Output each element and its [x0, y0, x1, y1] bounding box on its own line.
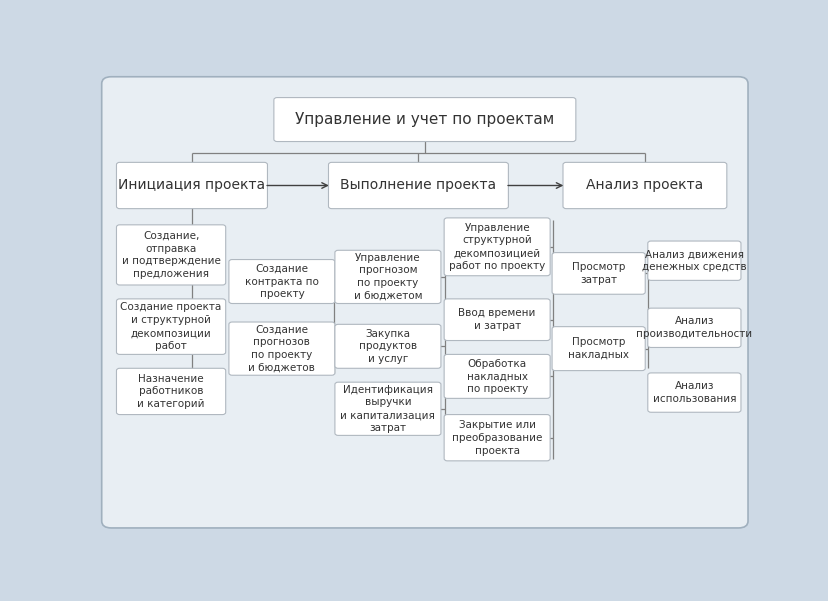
- FancyBboxPatch shape: [116, 225, 225, 285]
- Text: Создание
прогнозов
по проекту
и бюджетов: Создание прогнозов по проекту и бюджетов: [248, 325, 315, 373]
- Text: Управление
прогнозом
по проекту
и бюджетом: Управление прогнозом по проекту и бюджет…: [354, 252, 421, 301]
- Text: Инициация проекта: Инициация проекта: [118, 178, 265, 192]
- FancyBboxPatch shape: [335, 250, 440, 304]
- Text: Управление и учет по проектам: Управление и учет по проектам: [295, 112, 554, 127]
- Text: Назначение
работников
и категорий: Назначение работников и категорий: [137, 374, 205, 409]
- Text: Создание проекта
и структурной
декомпозиции
работ: Создание проекта и структурной декомпози…: [120, 302, 221, 351]
- Text: Ввод времени
и затрат: Ввод времени и затрат: [458, 308, 535, 331]
- FancyBboxPatch shape: [647, 373, 740, 412]
- FancyBboxPatch shape: [444, 299, 550, 341]
- FancyBboxPatch shape: [102, 77, 747, 528]
- Text: Выполнение проекта: Выполнение проекта: [340, 178, 496, 192]
- Text: Анализ движения
денежных средств: Анализ движения денежных средств: [642, 249, 746, 272]
- FancyBboxPatch shape: [229, 322, 335, 375]
- Text: Закрытие или
преобразование
проекта: Закрытие или преобразование проекта: [451, 420, 542, 456]
- FancyBboxPatch shape: [273, 97, 575, 142]
- FancyBboxPatch shape: [562, 162, 726, 209]
- FancyBboxPatch shape: [116, 162, 267, 209]
- FancyBboxPatch shape: [444, 415, 550, 461]
- FancyBboxPatch shape: [335, 382, 440, 435]
- FancyBboxPatch shape: [647, 308, 740, 347]
- Text: Управление
структурной
декомпозицией
работ по проекту: Управление структурной декомпозицией раб…: [449, 222, 545, 271]
- Text: Анализ проекта: Анализ проекта: [585, 178, 703, 192]
- FancyBboxPatch shape: [551, 327, 644, 371]
- Text: Идентификация
выручки
и капитализация
затрат: Идентификация выручки и капитализация за…: [340, 385, 435, 433]
- FancyBboxPatch shape: [229, 260, 335, 304]
- FancyBboxPatch shape: [647, 241, 740, 280]
- Text: Создание,
отправка
и подтверждение
предложения: Создание, отправка и подтверждение предл…: [122, 231, 220, 279]
- Text: Закупка
продуктов
и услуг: Закупка продуктов и услуг: [359, 329, 416, 364]
- FancyBboxPatch shape: [335, 325, 440, 368]
- Text: Создание
контракта по
проекту: Создание контракта по проекту: [245, 264, 319, 299]
- FancyBboxPatch shape: [444, 218, 550, 276]
- FancyBboxPatch shape: [328, 162, 508, 209]
- Text: Обработка
накладных
по проекту: Обработка накладных по проекту: [466, 359, 527, 394]
- Text: Просмотр
накладных: Просмотр накладных: [567, 337, 628, 360]
- FancyBboxPatch shape: [551, 252, 644, 294]
- FancyBboxPatch shape: [444, 355, 550, 398]
- FancyBboxPatch shape: [116, 368, 225, 415]
- Text: Анализ
производительности: Анализ производительности: [636, 316, 752, 339]
- Text: Просмотр
затрат: Просмотр затрат: [571, 262, 624, 285]
- Text: Анализ
использования: Анализ использования: [652, 381, 735, 404]
- FancyBboxPatch shape: [116, 299, 225, 355]
